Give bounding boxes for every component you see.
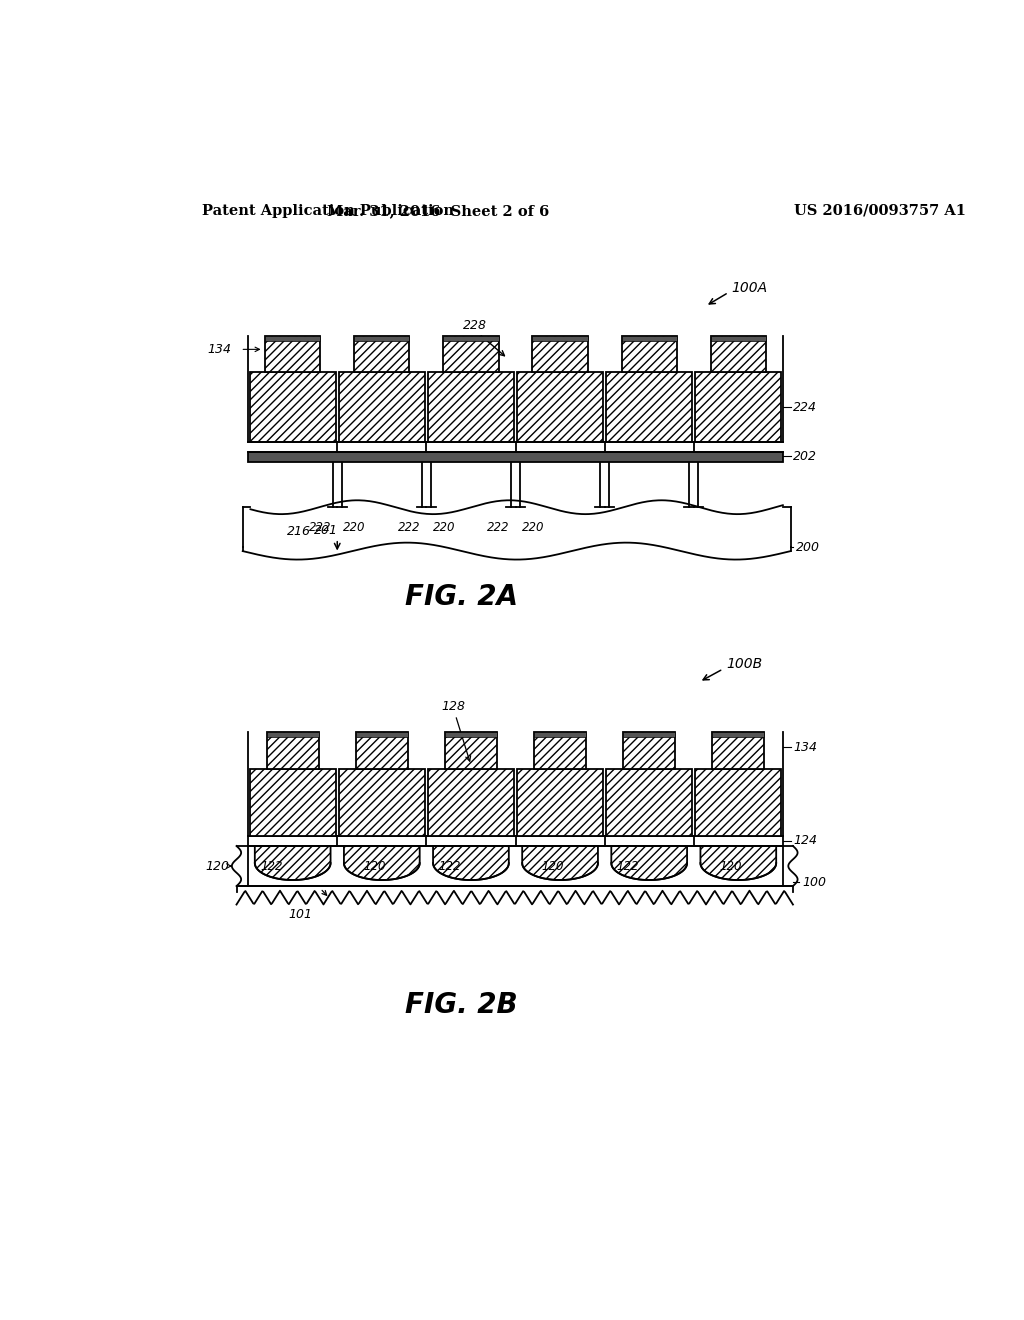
- Text: 201: 201: [314, 524, 338, 537]
- Text: Patent Application Publication: Patent Application Publication: [202, 203, 454, 218]
- Polygon shape: [700, 846, 776, 880]
- Bar: [267, 733, 318, 738]
- Text: 220: 220: [521, 521, 544, 535]
- Bar: [265, 335, 321, 372]
- Text: 124: 124: [793, 834, 817, 847]
- Bar: [356, 733, 408, 738]
- Text: 101: 101: [288, 908, 312, 920]
- Bar: [354, 335, 410, 372]
- Text: 134: 134: [207, 343, 231, 356]
- Polygon shape: [522, 846, 598, 880]
- Text: 200: 200: [796, 541, 820, 554]
- Bar: [622, 335, 677, 372]
- Bar: [428, 372, 514, 442]
- Bar: [445, 733, 497, 770]
- Bar: [535, 733, 586, 770]
- Bar: [624, 733, 675, 738]
- Bar: [443, 335, 499, 341]
- Bar: [713, 733, 764, 738]
- Polygon shape: [255, 846, 331, 880]
- Bar: [695, 372, 781, 442]
- Text: 100A: 100A: [731, 281, 767, 294]
- Text: 120: 120: [542, 861, 564, 873]
- Bar: [517, 372, 603, 442]
- Text: 222: 222: [308, 521, 331, 535]
- Text: 100B: 100B: [726, 656, 763, 671]
- Bar: [248, 442, 783, 451]
- Text: 120: 120: [362, 861, 385, 873]
- Bar: [606, 372, 692, 442]
- Bar: [517, 770, 603, 836]
- Text: US 2016/0093757 A1: US 2016/0093757 A1: [795, 203, 967, 218]
- Text: FIG. 2B: FIG. 2B: [404, 991, 517, 1019]
- Bar: [711, 335, 766, 372]
- Text: 222: 222: [486, 521, 509, 535]
- Bar: [250, 372, 336, 442]
- Text: 216: 216: [287, 525, 310, 539]
- Bar: [622, 335, 677, 341]
- Text: 128: 128: [442, 701, 466, 714]
- Bar: [267, 733, 318, 770]
- Polygon shape: [344, 846, 420, 880]
- Text: FIG. 2A: FIG. 2A: [404, 583, 518, 611]
- Bar: [624, 733, 675, 770]
- Text: 134: 134: [793, 741, 817, 754]
- Text: 228: 228: [463, 319, 487, 333]
- Bar: [711, 335, 766, 341]
- Bar: [354, 335, 410, 341]
- Bar: [339, 770, 425, 836]
- Bar: [428, 770, 514, 836]
- Polygon shape: [344, 846, 420, 880]
- Bar: [356, 733, 408, 770]
- Text: 122: 122: [438, 861, 461, 873]
- Bar: [339, 372, 425, 442]
- Polygon shape: [433, 846, 509, 880]
- Bar: [250, 770, 336, 836]
- Bar: [532, 335, 588, 341]
- Bar: [443, 335, 499, 372]
- Text: 224: 224: [793, 400, 817, 413]
- Text: 202: 202: [793, 450, 817, 463]
- Text: 122: 122: [260, 861, 283, 873]
- Polygon shape: [255, 846, 331, 880]
- Text: 120: 120: [720, 861, 742, 873]
- Text: 120: 120: [205, 859, 229, 873]
- Bar: [248, 451, 783, 462]
- Text: 222: 222: [397, 521, 420, 535]
- Polygon shape: [700, 846, 776, 880]
- Bar: [535, 733, 586, 738]
- Bar: [445, 733, 497, 738]
- Bar: [248, 836, 783, 846]
- Polygon shape: [611, 846, 687, 880]
- Text: 122: 122: [616, 861, 639, 873]
- Polygon shape: [433, 846, 509, 880]
- Text: 100: 100: [802, 875, 826, 888]
- Bar: [532, 335, 588, 372]
- Bar: [606, 770, 692, 836]
- Text: 220: 220: [432, 521, 455, 535]
- Bar: [713, 733, 764, 770]
- Polygon shape: [522, 846, 598, 880]
- Bar: [248, 846, 783, 886]
- Bar: [265, 335, 321, 341]
- Bar: [695, 770, 781, 836]
- Polygon shape: [611, 846, 687, 880]
- Text: 220: 220: [343, 521, 366, 535]
- Text: Mar. 31, 2016  Sheet 2 of 6: Mar. 31, 2016 Sheet 2 of 6: [327, 203, 549, 218]
